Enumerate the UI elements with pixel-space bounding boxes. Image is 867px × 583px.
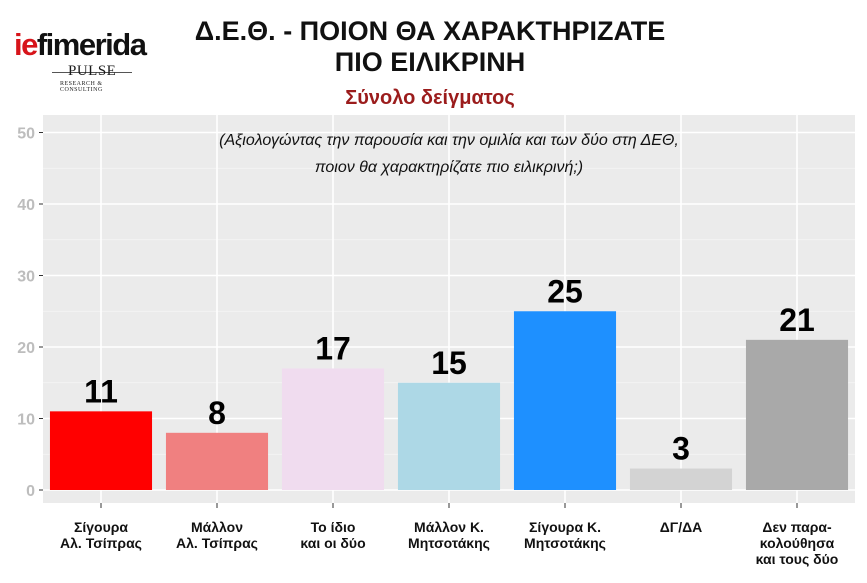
chart-title: Δ.Ε.Θ. - ΠΟΙΟΝ ΘΑ ΧΑΡΑΚΤΗΡΙΖΑΤΕ ΠΙΟ ΕΙΛΙ… [140,16,720,78]
x-tick-label: Σίγουρα Αλ. Τσίπρας [60,519,142,551]
y-tick-label: 50 [17,126,35,143]
chart-subtitle: Σύνολο δείγματος [345,87,515,109]
bar [281,368,385,490]
bar [513,311,617,490]
bar-value-label: 11 [84,373,118,409]
iefimerida-pulse-logo: iefimerida PULSE RESEARCH & CONSULTING [14,28,147,94]
logo-pulse: PULSE [68,63,117,79]
bar [165,432,269,490]
bar-value-label: 15 [431,345,467,381]
bar-value-label: 8 [208,395,226,431]
bar-value-label: 17 [315,330,351,366]
x-tick-label: Μάλλον Κ. Μητσοτάκης [408,519,490,551]
logo-wordmark: iefimerida [14,27,147,62]
logo-pulse-sub: RESEARCH & CONSULTING [60,81,103,93]
chart-title-line2: ΠΙΟ ΕΙΛΙΚΡΙΝΗ [334,47,526,77]
x-tick-label: Σίγουρα Κ. Μητσοτάκης [524,519,606,551]
x-tick-label: Το ίδιο και οι δύο [300,519,365,551]
x-tick-label: ΔΓ/ΔΑ [660,519,703,535]
x-tick-label: Δεν παρα-κολούθησα και τους δύο [756,519,839,567]
y-tick-label: 40 [17,197,35,214]
bar-value-label: 25 [547,273,583,309]
y-tick-label: 20 [17,340,35,357]
x-tick-label: Μάλλον Αλ. Τσίπρας [176,519,258,551]
bar [397,382,501,490]
bar [49,411,153,490]
y-tick-label: 30 [17,269,35,286]
logo-divider [52,72,132,73]
chart-title-line1: Δ.Ε.Θ. - ΠΟΙΟΝ ΘΑ ΧΑΡΑΚΤΗΡΙΖΑΤΕ [194,16,666,46]
y-tick-label: 0 [26,483,35,500]
bar-value-label: 3 [672,431,690,467]
bar [745,339,849,490]
bar [629,468,733,490]
chart-annotation-line: (Αξιολογώντας την παρουσία και την ομιλί… [219,132,679,149]
chart-annotation-line: ποιον θα χαρακτηρίζατε πιο ειλικρινή;) [315,159,583,176]
y-tick-label: 10 [17,412,35,429]
bar-value-label: 21 [779,302,815,338]
